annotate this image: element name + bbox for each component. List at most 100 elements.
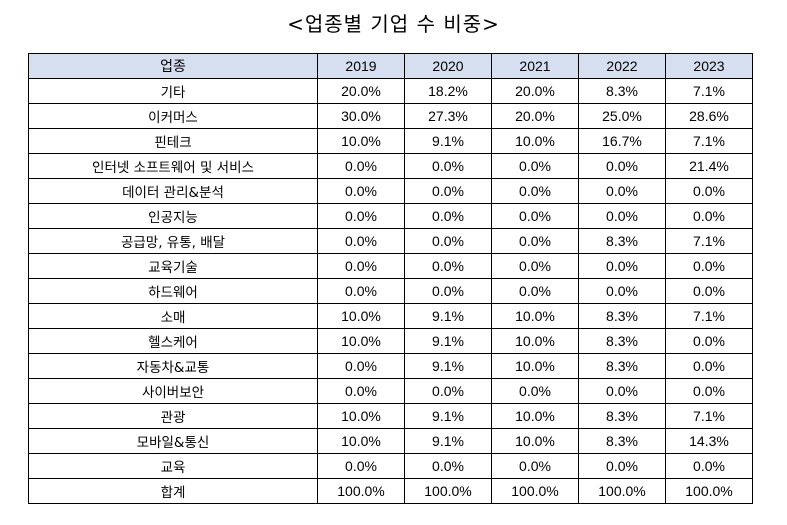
- page-title: <업종별 기업 수 비중>: [287, 12, 500, 36]
- share-value-cell: 0.0%: [317, 228, 405, 254]
- share-value-cell: 0.0%: [665, 278, 753, 304]
- share-value-cell: 20.0%: [317, 78, 405, 104]
- share-value-cell: 7.1%: [665, 403, 753, 429]
- share-value-cell: 0.0%: [665, 328, 753, 354]
- share-value-cell: 10.0%: [491, 353, 579, 379]
- industry-name-cell: 교육: [28, 453, 318, 479]
- header-industry: 업종: [28, 53, 318, 79]
- share-value-cell: 0.0%: [317, 378, 405, 404]
- share-value-cell: 0.0%: [404, 203, 492, 229]
- share-value-cell: 0.0%: [491, 278, 579, 304]
- share-value-cell: 0.0%: [491, 178, 579, 204]
- table-row: 소매 10.0% 9.1% 10.0% 8.3% 7.1%: [28, 303, 753, 329]
- table-row: 기타 20.0% 18.2% 20.0% 8.3% 7.1%: [28, 78, 753, 104]
- share-value-cell: 10.0%: [317, 303, 405, 329]
- share-value-cell: 0.0%: [491, 253, 579, 279]
- table-row: 자동차&교통 0.0% 9.1% 10.0% 8.3% 0.0%: [28, 353, 753, 379]
- share-value-cell: 0.0%: [317, 153, 405, 179]
- share-value-cell: 8.3%: [578, 328, 666, 354]
- share-value-cell: 100.0%: [404, 478, 492, 504]
- share-value-cell: 9.1%: [404, 403, 492, 429]
- share-value-cell: 0.0%: [665, 203, 753, 229]
- share-value-cell: 8.3%: [578, 403, 666, 429]
- share-value-cell: 7.1%: [665, 303, 753, 329]
- industry-name-cell: 인터넷 소프트웨어 및 서비스: [28, 153, 318, 179]
- share-value-cell: 0.0%: [665, 378, 753, 404]
- share-value-cell: 0.0%: [317, 353, 405, 379]
- share-value-cell: 10.0%: [491, 303, 579, 329]
- share-value-cell: 9.1%: [404, 303, 492, 329]
- table-row: 인터넷 소프트웨어 및 서비스 0.0% 0.0% 0.0% 0.0% 21.4%: [28, 153, 753, 179]
- share-value-cell: 0.0%: [404, 178, 492, 204]
- table-row: 관광 10.0% 9.1% 10.0% 8.3% 7.1%: [28, 403, 753, 429]
- share-value-cell: 8.3%: [578, 428, 666, 454]
- table-row: 공급망, 유통, 배달 0.0% 0.0% 0.0% 8.3% 7.1%: [28, 228, 753, 254]
- share-value-cell: 28.6%: [665, 103, 753, 129]
- share-value-cell: 0.0%: [665, 178, 753, 204]
- share-value-cell: 0.0%: [317, 203, 405, 229]
- share-value-cell: 0.0%: [404, 453, 492, 479]
- share-value-cell: 0.0%: [578, 253, 666, 279]
- share-value-cell: 8.3%: [578, 303, 666, 329]
- industry-name-cell: 데이터 관리&분석: [28, 178, 318, 204]
- share-value-cell: 9.1%: [404, 353, 492, 379]
- industry-name-cell: 교육기술: [28, 253, 318, 279]
- table-row: 핀테크 10.0% 9.1% 10.0% 16.7% 7.1%: [28, 128, 753, 154]
- share-value-cell: 8.3%: [578, 78, 666, 104]
- share-value-cell: 20.0%: [491, 78, 579, 104]
- table-row: 하드웨어 0.0% 0.0% 0.0% 0.0% 0.0%: [28, 278, 753, 304]
- share-value-cell: 0.0%: [317, 453, 405, 479]
- share-value-cell: 0.0%: [491, 228, 579, 254]
- table-row: 데이터 관리&분석 0.0% 0.0% 0.0% 0.0% 0.0%: [28, 178, 753, 204]
- share-value-cell: 8.3%: [578, 353, 666, 379]
- share-value-cell: 0.0%: [491, 153, 579, 179]
- share-value-cell: 0.0%: [491, 378, 579, 404]
- share-value-cell: 8.3%: [578, 228, 666, 254]
- table-body: 기타 20.0% 18.2% 20.0% 8.3% 7.1% 이커머스 30.0% 27.3% 2…: [28, 78, 753, 504]
- table-row: 이커머스 30.0% 27.3% 20.0% 25.0% 28.6%: [28, 103, 753, 129]
- industry-name-cell: 인공지능: [28, 203, 318, 229]
- share-value-cell: 0.0%: [578, 203, 666, 229]
- share-value-cell: 18.2%: [404, 78, 492, 104]
- share-value-cell: 10.0%: [317, 428, 405, 454]
- industry-name-cell: 기타: [28, 78, 318, 104]
- share-value-cell: 100.0%: [491, 478, 579, 504]
- table-row: 사이버보안 0.0% 0.0% 0.0% 0.0% 0.0%: [28, 378, 753, 404]
- share-value-cell: 100.0%: [317, 478, 405, 504]
- share-value-cell: 10.0%: [317, 328, 405, 354]
- header-2021: 2021: [491, 53, 579, 79]
- share-value-cell: 0.0%: [317, 178, 405, 204]
- share-value-cell: 0.0%: [665, 253, 753, 279]
- industry-name-cell: 소매: [28, 303, 318, 329]
- share-value-cell: 7.1%: [665, 128, 753, 154]
- share-value-cell: 27.3%: [404, 103, 492, 129]
- share-value-cell: 10.0%: [491, 403, 579, 429]
- industry-share-table: 업종 2019 2020 2021 2022 2023 기타 20.0% 18.2%…: [28, 53, 753, 504]
- share-value-cell: 10.0%: [317, 403, 405, 429]
- share-value-cell: 21.4%: [665, 153, 753, 179]
- share-value-cell: 25.0%: [578, 103, 666, 129]
- industry-name-cell: 관광: [28, 403, 318, 429]
- share-value-cell: 20.0%: [491, 103, 579, 129]
- share-value-cell: 100.0%: [578, 478, 666, 504]
- share-value-cell: 0.0%: [665, 353, 753, 379]
- share-value-cell: 10.0%: [317, 128, 405, 154]
- share-value-cell: 9.1%: [404, 428, 492, 454]
- share-value-cell: 30.0%: [317, 103, 405, 129]
- share-value-cell: 0.0%: [317, 278, 405, 304]
- share-value-cell: 0.0%: [578, 153, 666, 179]
- share-value-cell: 7.1%: [665, 228, 753, 254]
- table-header-row: 업종 2019 2020 2021 2022 2023: [28, 53, 753, 79]
- table-row: 인공지능 0.0% 0.0% 0.0% 0.0% 0.0%: [28, 203, 753, 229]
- share-value-cell: 10.0%: [491, 428, 579, 454]
- header-2023: 2023: [665, 53, 753, 79]
- header-2020: 2020: [404, 53, 492, 79]
- share-value-cell: 0.0%: [404, 278, 492, 304]
- industry-name-cell: 하드웨어: [28, 278, 318, 304]
- industry-name-cell: 모바일&통신: [28, 428, 318, 454]
- share-value-cell: 7.1%: [665, 78, 753, 104]
- table-row: 헬스케어 10.0% 9.1% 10.0% 8.3% 0.0%: [28, 328, 753, 354]
- share-value-cell: 0.0%: [404, 228, 492, 254]
- share-value-cell: 0.0%: [578, 278, 666, 304]
- share-value-cell: 10.0%: [491, 328, 579, 354]
